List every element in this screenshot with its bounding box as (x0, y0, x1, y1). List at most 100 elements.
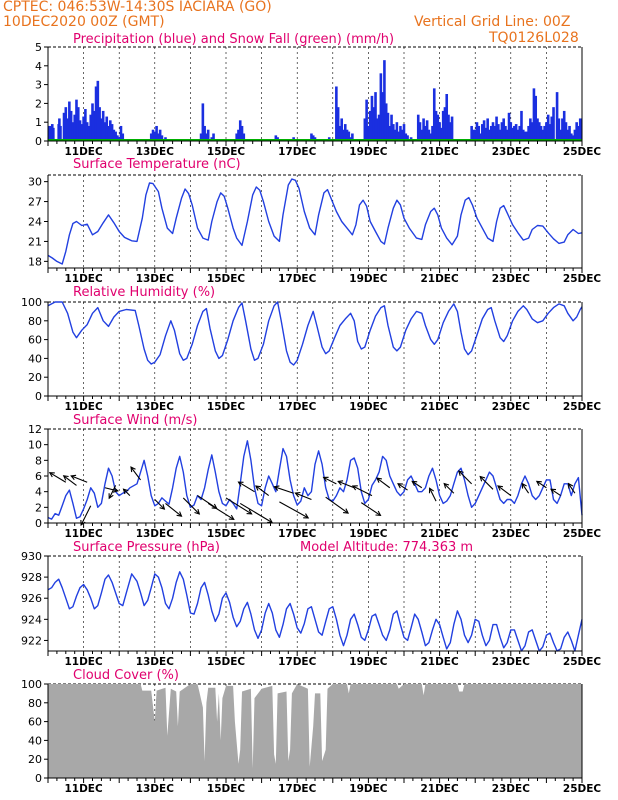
precip-bar (568, 125, 571, 141)
x-tick-label: 25DEC (563, 401, 602, 413)
y-tick-label: 100 (21, 296, 42, 309)
precip-bar (377, 114, 381, 141)
x-tick-label: 15DEC (207, 528, 246, 540)
wind-arrow (130, 466, 141, 481)
precip-bar (64, 107, 68, 141)
precip-bar (242, 133, 246, 141)
x-tick-label: 11DEC (64, 528, 103, 540)
y-tick-label: 0 (35, 135, 42, 148)
precip-bar (73, 114, 76, 141)
precip-bar (367, 125, 370, 141)
x-tick-label: 15DEC (207, 146, 246, 158)
y-tick-label: 21 (28, 235, 42, 248)
precip-bar (555, 92, 559, 141)
precip-bar (80, 124, 84, 141)
panel-6: 0 20 40 60 80 100 11DEC 13DEC 15DEC 17DEC 19DEC 21D… (21, 668, 601, 795)
y-tick-label: 100 (21, 678, 42, 691)
wind-arrow (550, 488, 561, 497)
wind-arrow (154, 499, 165, 510)
panel-title: Relative Humidity (%) (73, 285, 215, 300)
precip-bar (107, 125, 110, 141)
precip-bar (514, 124, 518, 141)
precip-bar (158, 129, 162, 141)
precip-bar (338, 125, 342, 141)
wind-arrow (376, 477, 391, 489)
wind-arrow-head (521, 482, 527, 489)
precip-bar (109, 120, 112, 141)
precip-bar (475, 122, 479, 141)
x-tick-label: 17DEC (278, 401, 317, 413)
panel-title: Surface Wind (m/s) (73, 413, 197, 428)
precip-bar (201, 103, 205, 141)
wind-arrow (70, 475, 88, 483)
precip-bar (351, 133, 354, 141)
precip-bar (438, 122, 441, 141)
y-tick-label: 4 (35, 486, 42, 499)
header-run-date: 10DEC2020 00Z (GMT) (3, 14, 165, 30)
precip-bar (384, 103, 388, 141)
precip-bar (52, 127, 55, 141)
wind-arrow (123, 488, 131, 496)
panel-title: Surface Temperature (nC) (73, 157, 241, 172)
cloud-area (48, 684, 582, 778)
x-tick-label: 17DEC (278, 656, 317, 668)
precip-bar (406, 135, 409, 141)
y-tick-label: 60 (28, 716, 42, 729)
x-tick-label: 23DEC (492, 656, 531, 668)
precip-bar (432, 88, 436, 141)
wind-arrow (479, 476, 494, 490)
y-tick-label: 4 (35, 60, 42, 73)
wind-arrow-head (294, 491, 301, 498)
precip-bar (340, 118, 343, 141)
precip-bar (160, 135, 164, 141)
wind-arrow (63, 475, 77, 486)
header-model-code: TQ0126L028 (489, 30, 579, 46)
wind-arrow (360, 502, 381, 516)
precip-bar (82, 116, 85, 141)
precip-bar (418, 122, 422, 141)
wind-arrow (458, 470, 473, 485)
y-tick-label: 0 (35, 772, 42, 785)
precip-bar (91, 103, 94, 141)
precip-bar (521, 129, 525, 141)
x-tick-label: 19DEC (349, 401, 388, 413)
x-tick-label: 25DEC (563, 656, 602, 668)
wind-arrow (255, 485, 270, 497)
precip-bar (529, 118, 532, 141)
precip-bar (495, 116, 498, 141)
precip-bar (488, 129, 491, 141)
x-tick-label: 19DEC (349, 528, 388, 540)
wind-arrow-head (337, 480, 344, 486)
y-tick-label: 30 (28, 176, 42, 189)
panel-annotation: Model Altitude: 774.363 m (300, 540, 473, 555)
precip-bar (552, 107, 555, 141)
precip-bar (484, 127, 488, 141)
precip-bar (336, 107, 340, 141)
x-tick-label: 13DEC (136, 401, 175, 413)
x-tick-label: 17DEC (278, 783, 317, 795)
wind-arrow (497, 485, 512, 497)
wind-arrow (397, 483, 408, 491)
precip-bar (100, 118, 103, 141)
wind-arrow-head (48, 472, 55, 478)
wind-arrow-head (112, 487, 119, 493)
precip-bar (429, 133, 432, 141)
precip-bar (543, 125, 546, 141)
precip-bar (365, 99, 368, 141)
x-tick-label: 13DEC (136, 528, 175, 540)
y-tick-label: 24 (28, 216, 42, 229)
precip-bar (520, 110, 523, 141)
precip-bar (342, 129, 345, 141)
precip-bar (69, 110, 73, 141)
panel-title: Surface Pressure (hPa) (73, 540, 220, 555)
x-tick-label: 11DEC (64, 656, 103, 668)
wind-arrow (568, 483, 576, 494)
precip-bar (49, 129, 53, 141)
x-tick-label: 23DEC (492, 783, 531, 795)
wind-arrow (49, 472, 67, 483)
precip-bar (110, 124, 114, 141)
precip-bar (205, 133, 208, 141)
precip-bar (504, 125, 507, 141)
x-tick-label: 19DEC (349, 783, 388, 795)
